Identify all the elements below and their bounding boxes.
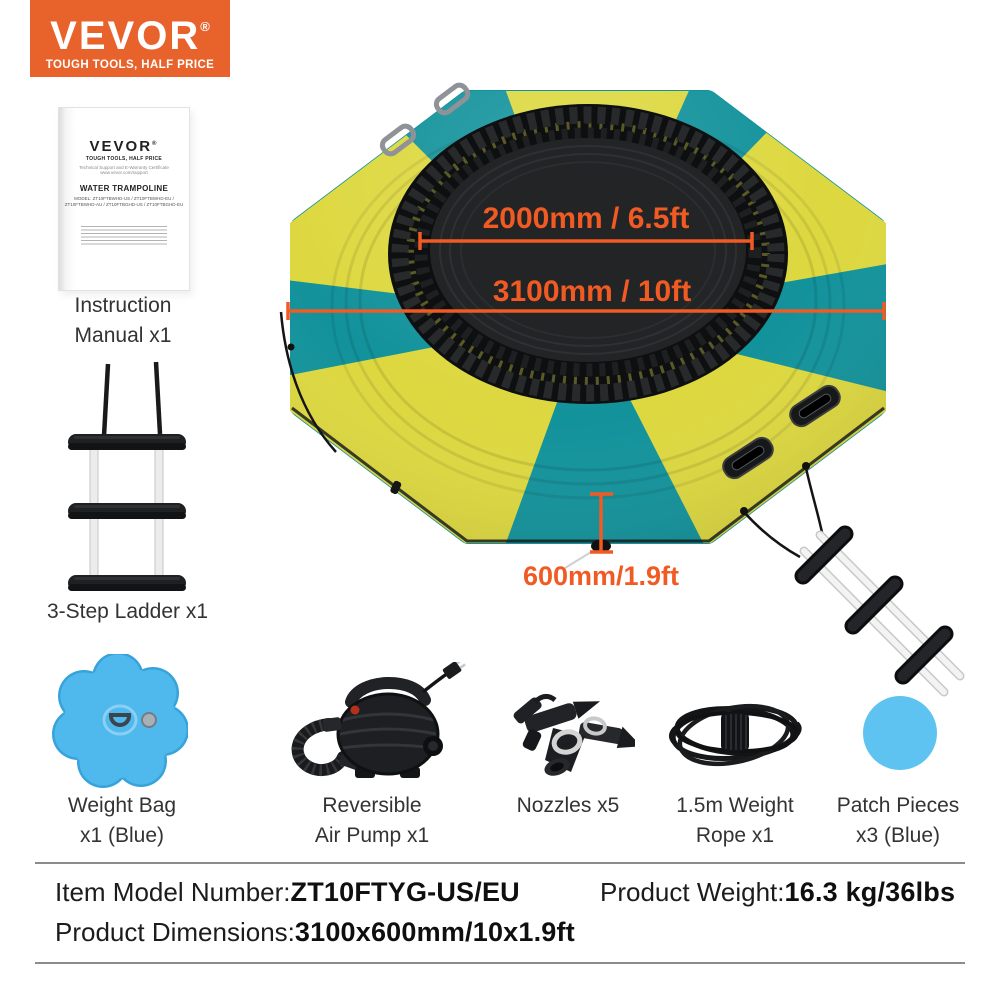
patch-circle xyxy=(863,696,937,770)
ladder-tube xyxy=(89,515,99,581)
spec-weight: Product Weight:16.3 kg/36lbs xyxy=(600,877,955,908)
weight-rope-caption: 1.5m Weight Rope x1 xyxy=(645,791,825,851)
air-pump-caption: Reversible Air Pump x1 xyxy=(282,791,462,851)
weight-rope-caption-line1: 1.5m Weight xyxy=(676,794,794,817)
spec-model-label: Item Model Number: xyxy=(55,877,291,907)
manual-support-line: Technical Support and E-Warranty Certifi… xyxy=(79,165,169,175)
patch-pieces-image xyxy=(863,696,937,770)
spec-weight-value: 16.3 kg/36lbs xyxy=(784,877,956,907)
instruction-manual-image: VEVOR® TOUGH TOOLS, HALF PRICE Technical… xyxy=(58,107,190,291)
ladder-tube xyxy=(89,445,99,509)
mat-dimension-label: 2000mm / 6.5ft xyxy=(483,202,690,235)
overall-dimension-line xyxy=(286,302,886,320)
brand-logo: VEVOR® TOUGH TOOLS, HALF PRICE xyxy=(30,0,230,77)
manual-title: WATER TRAMPOLINE xyxy=(79,184,169,193)
nozzle-2 xyxy=(513,697,542,724)
rope-center-wrap xyxy=(721,713,749,751)
pump-inlet xyxy=(322,717,342,732)
registered-mark: ® xyxy=(200,19,210,34)
water-trampoline-image: 2000mm / 6.5ft 3100mm / 10ft 600mm/1.9ft xyxy=(279,82,965,697)
mat-dimension-line xyxy=(418,232,754,250)
grey-handle-icon xyxy=(433,82,471,116)
weight-rope-caption-line2: Rope x1 xyxy=(695,824,775,847)
spec-dimensions-value: 3100x600mm/10x1.9ft xyxy=(294,917,575,947)
instruction-manual-caption: Instruction Manual x1 xyxy=(33,291,213,351)
air-pump-caption-line1: Reversible xyxy=(322,794,422,817)
manual-brand: VEVOR® xyxy=(89,138,159,155)
spec-model: Item Model Number:ZT10FTYG-US/EU xyxy=(55,877,520,908)
spec-dimensions: Product Dimensions:3100x600mm/10x1.9ft xyxy=(55,917,575,948)
manual-model-lines: MODEL: ZT10FTBWHD-US / ZT10FTBWHD-EU / Z… xyxy=(59,196,189,208)
weight-bag-caption-line1: Weight Bag xyxy=(67,794,177,817)
nozzles-image xyxy=(513,694,635,776)
ladder-step-2 xyxy=(68,503,186,519)
nozzle-clip xyxy=(533,694,557,704)
pump-body-outline xyxy=(336,692,440,776)
air-pump-caption-line2: Air Pump x1 xyxy=(314,824,430,847)
ladder-caption: 3-Step Ladder x1 xyxy=(46,600,209,623)
divider-bottom xyxy=(35,962,965,964)
brand-logo-text: VEVOR® xyxy=(50,14,210,58)
manual-tagline: TOUGH TOOLS, HALF PRICE xyxy=(85,156,163,162)
weight-bag-d-ring xyxy=(109,713,131,727)
overall-dimension-label: 3100mm / 10ft xyxy=(493,275,691,308)
pump-handle xyxy=(345,677,431,708)
patch-pieces-caption-line2: x3 (Blue) xyxy=(855,824,941,847)
weight-bag-ring xyxy=(102,704,138,736)
ladder-tube xyxy=(154,445,164,509)
weight-bag-valve xyxy=(141,712,157,728)
manual-model-line1: MODEL: ZT10FTBWHD-US / ZT10FTBWHD-EU / xyxy=(74,196,174,201)
air-pump-image xyxy=(291,662,466,778)
ladder-step-3 xyxy=(68,575,186,591)
spec-model-value: ZT10FTYG-US/EU xyxy=(290,877,520,907)
patch-pieces-caption-line1: Patch Pieces xyxy=(836,794,960,817)
pump-cord xyxy=(421,671,450,694)
nozzles-caption: Nozzles x5 xyxy=(478,791,658,821)
instruction-manual-caption-line1: Instruction xyxy=(74,294,172,317)
manual-registered-mark: ® xyxy=(152,141,159,147)
manual-paragraph-placeholder xyxy=(81,226,167,247)
ladder-rope-right xyxy=(153,361,163,435)
nozzle-white-ring xyxy=(551,729,583,755)
dimension-annotations: 2000mm / 6.5ft 3100mm / 10ft 600mm/1.9ft xyxy=(286,202,886,591)
manual-model-line2: ZT10FTBWHD-AU / ZT10FTBGHD-US / ZT10FTBG… xyxy=(64,202,184,207)
weight-bag-image xyxy=(52,654,188,788)
spec-dimensions-label: Product Dimensions: xyxy=(55,917,295,947)
weight-rope-image xyxy=(669,703,802,767)
tube-ropes-and-clips xyxy=(279,311,826,569)
brand-tagline: TOUGH TOOLS, HALF PRICE xyxy=(45,59,215,71)
nozzle-3 xyxy=(522,729,542,751)
ladder-tube xyxy=(154,515,164,581)
3-step-ladder-image xyxy=(68,361,186,591)
grey-handle-icon xyxy=(379,123,417,157)
pump-plug xyxy=(442,662,466,679)
pump-hose xyxy=(291,718,349,776)
spec-weight-label: Product Weight: xyxy=(600,877,785,907)
pump-body xyxy=(338,694,438,774)
height-dimension-label: 600mm/1.9ft xyxy=(523,561,679,591)
nozzle-1 xyxy=(524,701,601,733)
height-dimension-line xyxy=(590,492,613,554)
pump-outlet-hole xyxy=(428,741,438,751)
weight-bag-caption: Weight Bag x1 (Blue) xyxy=(32,791,212,851)
trampoline-mat xyxy=(388,104,788,404)
black-handle-icon xyxy=(722,436,774,480)
nozzle-white-ring xyxy=(583,716,607,736)
weight-bag-caption-line2: x1 (Blue) xyxy=(79,824,165,847)
black-handle-icon xyxy=(789,384,841,428)
nozzles-caption-line1: Nozzles x5 xyxy=(516,794,620,817)
pump-hose-ribs xyxy=(291,718,349,776)
ladder-step-1 xyxy=(68,434,186,450)
patch-pieces-caption: Patch Pieces x3 (Blue) xyxy=(808,791,988,851)
nozzle-mouth-hole xyxy=(550,762,564,772)
instruction-manual-caption-line2: Manual x1 xyxy=(74,324,172,347)
divider-top xyxy=(35,862,965,864)
ladder-rope-left xyxy=(101,363,111,437)
pump-switch xyxy=(350,705,360,715)
weight-bag-disc xyxy=(52,654,188,788)
attached-rope-ladder xyxy=(794,525,965,697)
